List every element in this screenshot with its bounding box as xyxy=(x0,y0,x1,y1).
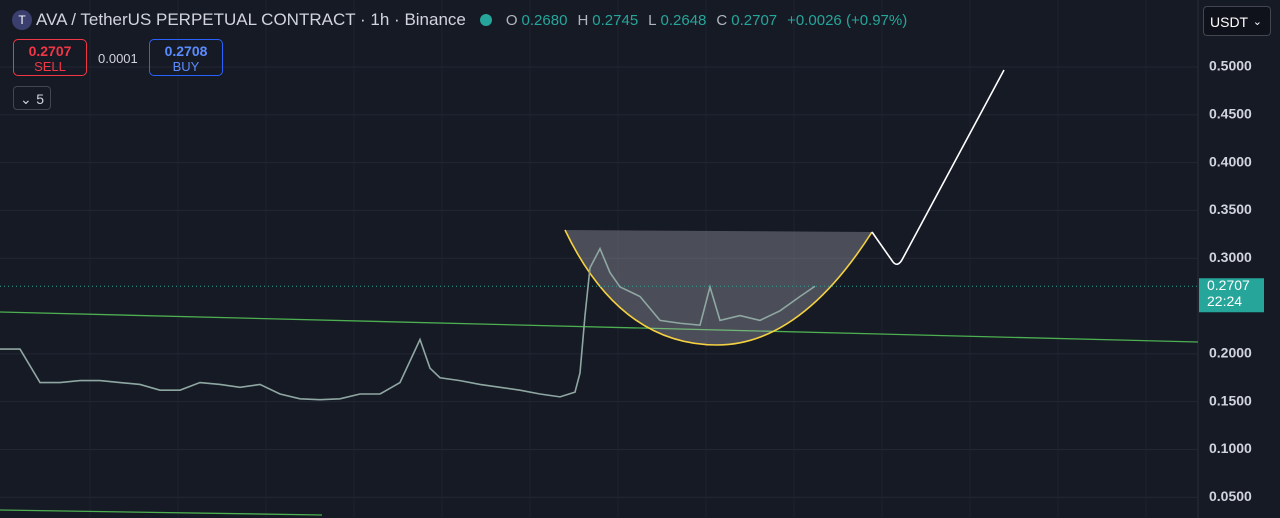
change: +0.0026 (+0.97%) xyxy=(787,11,908,29)
sell-price: 0.2707 xyxy=(28,43,72,59)
y-tick-label: 0.5000 xyxy=(1209,58,1252,74)
currency-select[interactable]: USDT ⌄ xyxy=(1203,6,1271,36)
y-tick-label: 0.1000 xyxy=(1209,440,1252,456)
indicators-toggle[interactable]: ⌄ 5 xyxy=(13,86,51,110)
logo: T xyxy=(12,10,32,30)
y-tick-label: 0.3500 xyxy=(1209,201,1252,217)
h-label: H xyxy=(577,11,589,29)
y-tick-label: 0.4500 xyxy=(1209,106,1252,122)
spread: 0.0001 xyxy=(98,51,138,66)
sell-label: SELL xyxy=(34,59,66,74)
close: 0.2707 xyxy=(731,11,778,29)
indicators-count: 5 xyxy=(36,91,44,107)
y-tick-label: 0.3000 xyxy=(1209,249,1252,265)
buy-price: 0.2708 xyxy=(164,43,208,59)
open: 0.2680 xyxy=(521,11,568,29)
last-price: 0.2707 xyxy=(1207,277,1250,293)
y-tick-label: 0.4000 xyxy=(1209,153,1252,169)
projection xyxy=(871,69,1005,266)
last-price-time: 22:24 xyxy=(1207,293,1242,309)
status xyxy=(479,14,492,26)
header: T AVA / TetherUS PERPETUAL CONTRACT · 1h… xyxy=(12,9,913,31)
currency: USDT xyxy=(1210,14,1249,30)
l-label: L xyxy=(648,11,657,29)
trend-line xyxy=(0,311,1199,343)
cup-curve xyxy=(564,229,873,346)
cup-fill xyxy=(565,230,872,345)
symbol[interactable]: AVA / TetherUS PERPETUAL CONTRACT · 1h ·… xyxy=(36,10,466,29)
sell-button[interactable]: 0.2707 SELL xyxy=(13,39,87,76)
last-price-box xyxy=(1199,278,1264,313)
y-tick-label: 0.1500 xyxy=(1209,392,1252,408)
trend-line xyxy=(0,509,323,516)
y-tick-label: 0.0500 xyxy=(1209,488,1252,504)
high: 0.2745 xyxy=(592,11,639,29)
o-label: O xyxy=(505,11,518,29)
price-line xyxy=(0,246,816,401)
buy-button[interactable]: 0.2708 BUY xyxy=(149,39,223,76)
c-label: C xyxy=(716,11,728,29)
y-tick-label: 0.2000 xyxy=(1209,345,1252,361)
low: 0.2648 xyxy=(660,11,707,29)
buy-label: BUY xyxy=(172,59,200,74)
